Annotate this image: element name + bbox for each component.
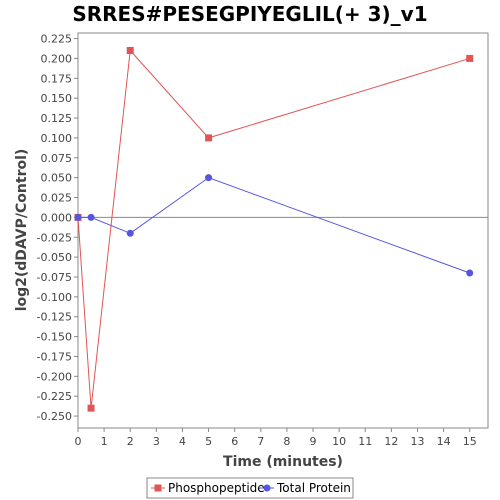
y-tick-label: 0.100	[41, 132, 73, 145]
y-axis: 0.225 0.200 0.175 0.150 0.125 0.100 0.075 0.050…	[37, 33, 78, 423]
data-point	[466, 54, 474, 62]
data-point	[87, 213, 95, 221]
y-tick-label: -0.225	[37, 390, 72, 403]
x-axis-title: Time (minutes)	[223, 454, 343, 470]
x-tick-label: 8	[283, 435, 290, 448]
y-axis-title: log2(dDAVP/Control)	[14, 149, 30, 312]
x-tick-label: 3	[153, 435, 160, 448]
y-tick-label: -0.175	[37, 350, 72, 363]
y-tick-label: 0.200	[41, 52, 73, 65]
legend-marker	[263, 484, 271, 492]
y-tick-label: 0.175	[41, 72, 73, 85]
y-tick-label: 0.050	[41, 172, 73, 185]
legend-label: Phosphopeptide	[168, 481, 265, 495]
legend-box	[146, 477, 354, 499]
series-group	[74, 46, 474, 412]
chart-title: SRRES#PESEGPIYEGLIL(+ 3)_v1	[72, 2, 427, 26]
data-point	[205, 174, 213, 182]
data-point	[87, 404, 95, 412]
data-point	[466, 269, 474, 277]
data-point	[205, 134, 213, 142]
y-tick-label: 0.150	[41, 92, 73, 105]
y-tick-label: 0.125	[41, 112, 73, 125]
data-point	[126, 229, 134, 237]
x-tick-label: 12	[384, 435, 398, 448]
y-tick-label: 0.025	[41, 192, 73, 205]
x-tick-label: 5	[205, 435, 212, 448]
y-tick-label: -0.150	[37, 331, 72, 344]
y-tick-label: -0.050	[37, 251, 72, 264]
x-axis: 0 1 2 3 4 5 6 7 8 9 10 11 12 13 14 15	[75, 428, 477, 448]
x-tick-label: 11	[358, 435, 372, 448]
legend-marker	[154, 484, 162, 492]
y-tick-label: -0.125	[37, 311, 72, 324]
y-tick-label: -0.075	[37, 271, 72, 284]
data-point	[126, 46, 134, 54]
y-tick-label: 0.225	[41, 33, 73, 46]
legend-label: Total Protein	[276, 481, 351, 495]
x-tick-label: 2	[127, 435, 134, 448]
x-tick-label: 7	[257, 435, 264, 448]
y-tick-label: -0.025	[37, 231, 72, 244]
x-tick-label: 14	[437, 435, 451, 448]
data-point	[74, 213, 82, 221]
y-tick-label: -0.100	[37, 291, 72, 304]
legend: Phosphopeptide Total Protein	[146, 477, 354, 499]
y-tick-label: -0.250	[37, 410, 72, 423]
x-tick-label: 15	[463, 435, 477, 448]
x-tick-label: 6	[231, 435, 238, 448]
x-tick-label: 4	[179, 435, 186, 448]
y-tick-label: -0.200	[37, 370, 72, 383]
y-tick-label: 0.075	[41, 152, 73, 165]
x-tick-label: 9	[310, 435, 317, 448]
y-tick-label: 0.000	[41, 211, 73, 224]
x-tick-label: 13	[410, 435, 424, 448]
x-tick-label: 1	[101, 435, 108, 448]
x-tick-label: 0	[75, 435, 82, 448]
x-tick-label: 10	[332, 435, 346, 448]
plot-area	[77, 32, 489, 429]
